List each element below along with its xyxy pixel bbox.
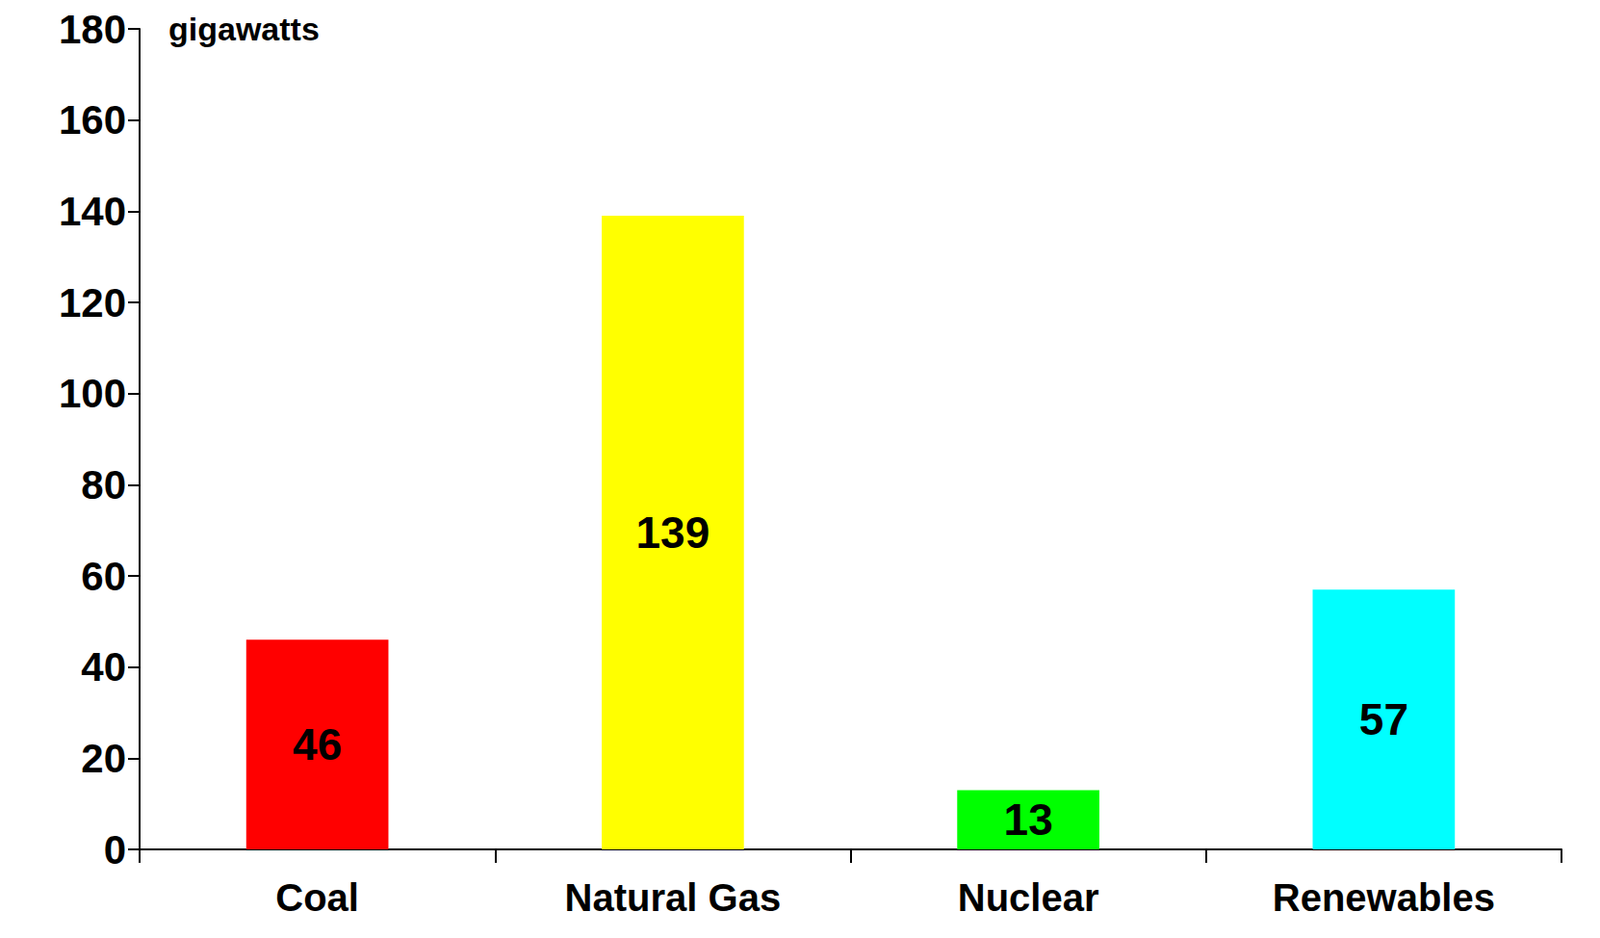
- svg-text:160: 160: [58, 97, 127, 143]
- svg-text:13: 13: [1004, 794, 1054, 845]
- svg-text:gigawatts: gigawatts: [168, 10, 320, 48]
- svg-text:60: 60: [80, 553, 127, 599]
- svg-text:Renewables: Renewables: [1272, 876, 1496, 919]
- svg-text:0: 0: [103, 826, 127, 873]
- svg-text:120: 120: [58, 280, 127, 326]
- svg-text:Coal: Coal: [275, 876, 360, 919]
- svg-text:140: 140: [58, 188, 127, 234]
- svg-text:139: 139: [636, 507, 711, 558]
- svg-text:Nuclear: Nuclear: [957, 876, 1100, 919]
- svg-text:100: 100: [58, 370, 127, 416]
- svg-text:57: 57: [1359, 694, 1409, 745]
- svg-text:20: 20: [80, 735, 127, 781]
- svg-text:80: 80: [80, 462, 127, 508]
- svg-text:Natural Gas: Natural Gas: [565, 876, 782, 919]
- svg-text:40: 40: [80, 644, 127, 690]
- svg-text:180: 180: [58, 6, 127, 52]
- svg-text:46: 46: [292, 719, 342, 770]
